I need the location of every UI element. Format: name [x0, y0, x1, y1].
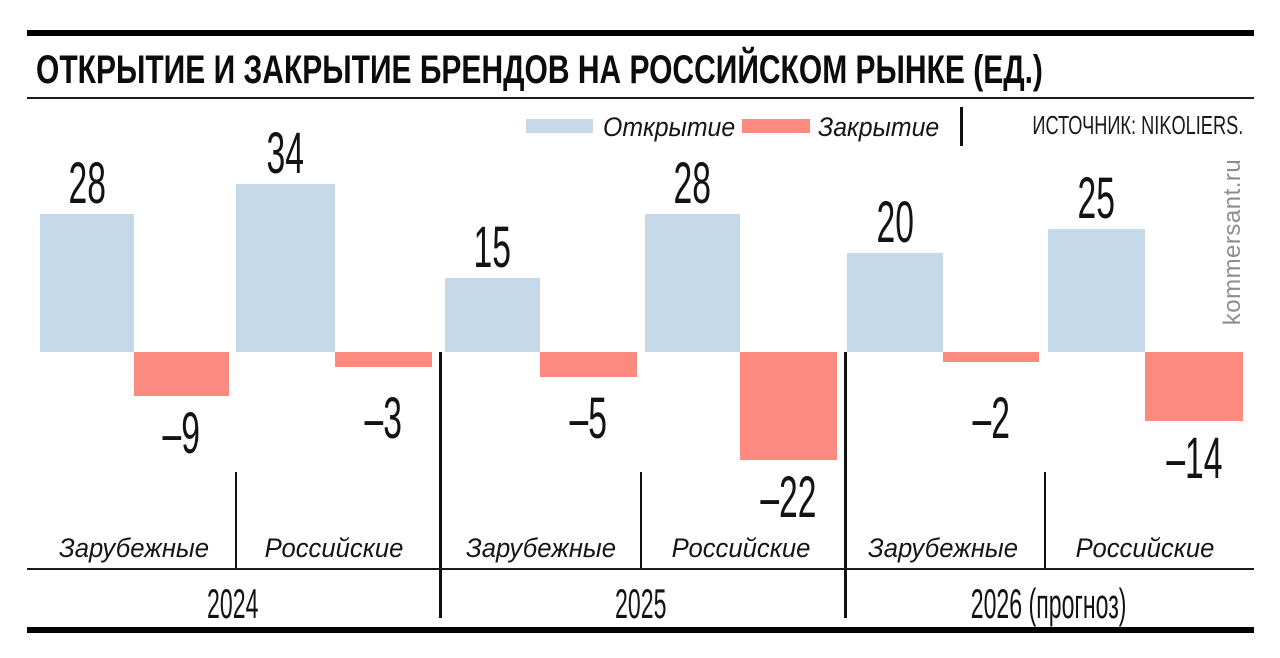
close-value-label-text: –9 [162, 401, 201, 466]
close-value-label: –14 [1145, 430, 1243, 488]
open-value-label: 20 [847, 194, 943, 252]
open-value-label: 34 [236, 125, 335, 183]
close-value-label: –3 [335, 390, 432, 448]
close-value-label: –2 [943, 390, 1039, 448]
subgroup-label-text: Зарубежные [867, 533, 1019, 563]
subgroup-label: Российские [184, 535, 484, 562]
open-bar [236, 184, 335, 352]
subgroup-label-text: Зарубежные [59, 533, 210, 563]
subgroup-label: Зарубежные [0, 535, 285, 562]
top-rule [27, 30, 1254, 36]
open-value-label-text: 28 [68, 151, 106, 216]
legend-source-divider [960, 107, 963, 146]
legend-open-label: Открытие [603, 112, 736, 142]
open-bar [847, 253, 943, 352]
open-value-label-text: 20 [876, 190, 914, 255]
subgroup-divider [1044, 472, 1046, 569]
title-underline [27, 97, 1254, 99]
open-value-label-text: 25 [1077, 166, 1116, 231]
year-label-text: 2025 [615, 580, 667, 627]
open-value-label: 15 [445, 219, 540, 277]
legend-close-swatch [742, 119, 810, 133]
open-value-label: 28 [645, 155, 740, 213]
close-value-label-text: –3 [364, 386, 403, 451]
year-label-text: 2026 (прогноз) [971, 580, 1127, 627]
open-value-label: 25 [1048, 170, 1145, 228]
close-bar [740, 352, 837, 460]
subgroup-label: Зарубежные [793, 535, 1093, 562]
subgroup-label: Российские [591, 535, 891, 562]
close-value-label-text: –22 [760, 465, 817, 530]
chart-title: ОТКРЫТИЕ И ЗАКРЫТИЕ БРЕНДОВ НА РОССИЙСКО… [36, 48, 1043, 92]
open-bar [445, 278, 540, 352]
close-bar [1145, 352, 1243, 421]
subgroup-label: Зарубежные [391, 535, 691, 562]
bottom-rule [27, 627, 1254, 633]
subgroup-divider [235, 472, 237, 569]
category-axis-line [27, 568, 1254, 570]
close-bar [335, 352, 432, 367]
subgroup-label-text: Российские [264, 533, 404, 563]
open-value-label: 28 [40, 155, 134, 213]
year-divider [439, 352, 442, 618]
close-value-label: –5 [540, 390, 637, 448]
open-value-label-text: 15 [473, 215, 512, 280]
open-bar [645, 214, 740, 352]
subgroup-label-text: Зарубежные [465, 533, 617, 563]
close-value-label: –9 [134, 405, 229, 463]
close-bar [540, 352, 637, 377]
subgroup-label-text: Российские [1076, 533, 1215, 563]
close-value-label-text: –5 [569, 386, 608, 451]
year-label: 2024 [23, 583, 443, 625]
legend-open-swatch [526, 119, 593, 133]
legend-close-label: Закрытие [818, 112, 940, 142]
close-value-label: –22 [740, 469, 837, 527]
close-value-label-text: –2 [972, 386, 1010, 451]
close-bar [943, 352, 1039, 362]
open-bar [1048, 229, 1145, 352]
year-divider [844, 352, 847, 618]
year-label: 2025 [431, 583, 851, 625]
open-bar [40, 214, 134, 352]
year-label: 2026 (прогноз) [839, 583, 1259, 625]
open-value-label-text: 28 [673, 151, 712, 216]
subgroup-label: Российские [996, 535, 1280, 562]
close-bar [134, 352, 229, 396]
subgroup-label-text: Российские [671, 533, 811, 563]
year-label-text: 2024 [207, 580, 259, 627]
open-value-label-text: 34 [266, 121, 305, 186]
watermark: kommersant.ru [1219, 158, 1246, 326]
close-value-label-text: –14 [1165, 426, 1223, 491]
subgroup-divider [640, 472, 642, 569]
source-label: ИСТОЧНИК: NIKOLIERS. [1032, 110, 1243, 140]
